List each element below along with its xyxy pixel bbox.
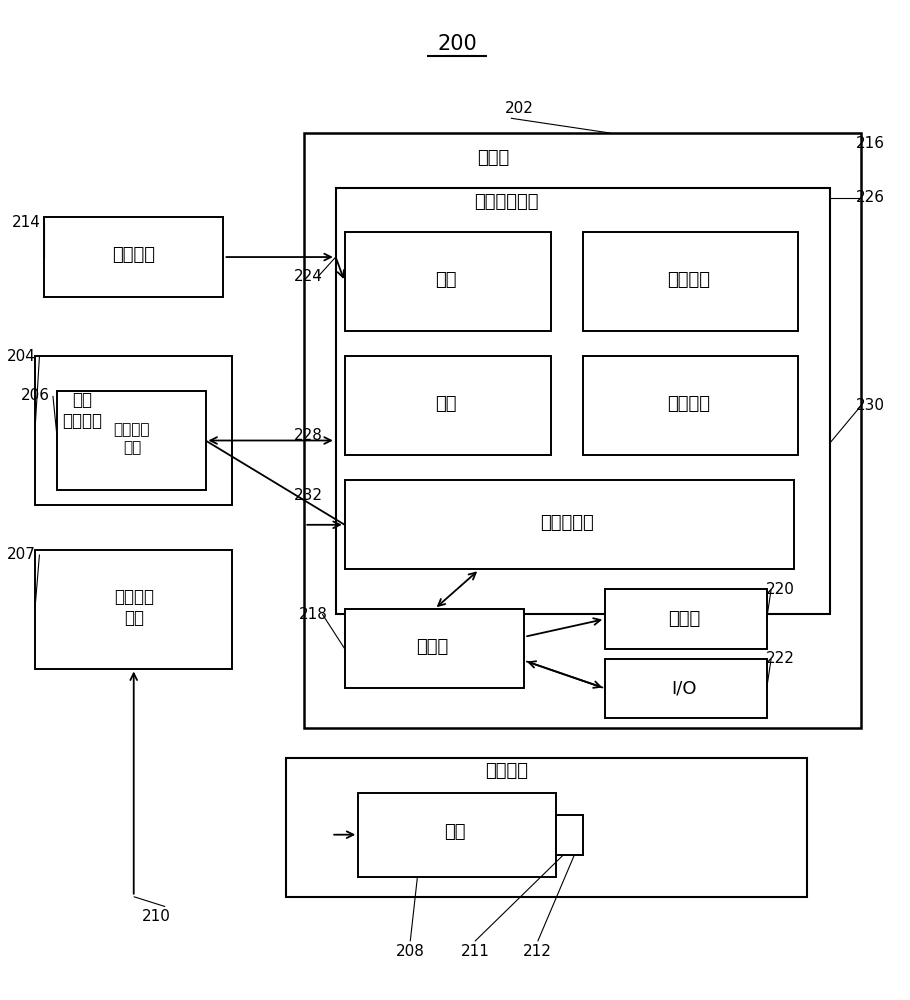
Text: 228: 228	[294, 428, 323, 443]
Text: 222: 222	[765, 651, 794, 666]
Bar	[605, 589, 766, 649]
Text: 变形: 变形	[435, 395, 457, 413]
Text: 缝合: 缝合	[435, 271, 457, 289]
Text: 工作站: 工作站	[477, 149, 509, 167]
Text: 220: 220	[765, 582, 794, 597]
Text: 数据存储设备: 数据存储设备	[474, 193, 539, 211]
Bar	[582, 356, 798, 455]
Bar	[336, 188, 830, 614]
Bar	[605, 659, 766, 718]
Text: 212: 212	[523, 944, 552, 959]
Text: 200: 200	[437, 34, 477, 54]
Text: 214: 214	[12, 215, 40, 230]
Text: 210: 210	[142, 909, 170, 924]
Bar	[345, 609, 524, 688]
Bar	[345, 232, 551, 331]
Bar	[304, 133, 861, 728]
Text: 230: 230	[855, 398, 885, 413]
Text: 206: 206	[20, 388, 49, 403]
Bar	[44, 217, 224, 297]
Bar	[345, 480, 794, 569]
Text: 图像
获取设备: 图像 获取设备	[63, 391, 103, 430]
Text: 初始成像
数据: 初始成像 数据	[114, 422, 150, 455]
Text: 202: 202	[505, 101, 534, 116]
Text: 208: 208	[396, 944, 425, 959]
Text: 207: 207	[7, 547, 35, 562]
Text: 探头: 探头	[444, 823, 466, 841]
Text: 232: 232	[294, 488, 323, 503]
Text: 216: 216	[855, 135, 885, 150]
Text: 204: 204	[7, 349, 35, 364]
Bar	[35, 550, 232, 669]
Text: 218: 218	[298, 607, 328, 622]
Text: 纹理映射: 纹理映射	[667, 395, 710, 413]
Text: 224: 224	[294, 269, 323, 284]
Bar	[556, 815, 582, 855]
Text: 226: 226	[855, 190, 885, 205]
Text: 211: 211	[460, 944, 490, 959]
Bar	[359, 793, 556, 877]
Text: 研究对象: 研究对象	[485, 762, 528, 780]
Bar	[57, 391, 206, 490]
Bar	[582, 232, 798, 331]
Text: 实时成像
数据: 实时成像 数据	[114, 588, 154, 626]
Bar	[35, 356, 232, 505]
Text: 非刚性配准: 非刚性配准	[541, 514, 594, 532]
Text: I/O: I/O	[672, 679, 697, 697]
Text: 术前模型: 术前模型	[112, 246, 156, 264]
Bar	[345, 356, 551, 455]
Bar	[287, 758, 807, 897]
Text: 刚性配准: 刚性配准	[667, 271, 710, 289]
Text: 处理器: 处理器	[417, 638, 449, 656]
Text: 显示器: 显示器	[668, 610, 700, 628]
